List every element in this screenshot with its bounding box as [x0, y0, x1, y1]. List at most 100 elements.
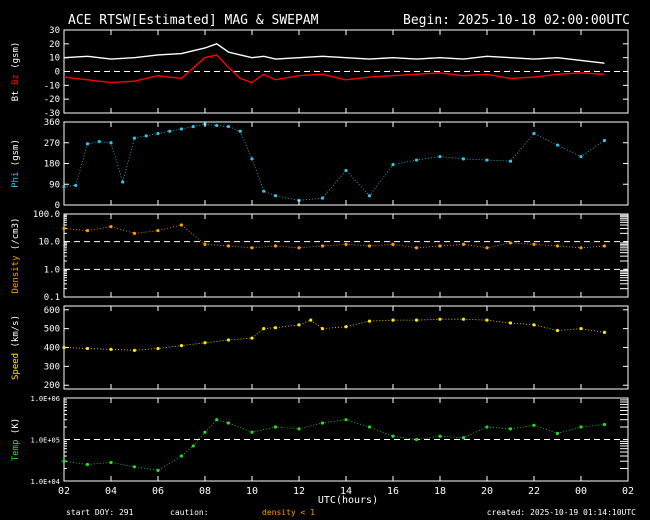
data-point [297, 323, 301, 327]
data-point [226, 125, 231, 129]
y-tick-label: 400 [44, 344, 60, 354]
data-point [579, 327, 583, 331]
y-tick-label: 20 [49, 40, 60, 50]
y-label-part: (km/s) [11, 315, 21, 353]
data-point [215, 123, 219, 128]
x-tick-label: 02 [58, 486, 70, 497]
data-point [414, 318, 419, 322]
series-bz-line [63, 54, 605, 84]
y-tick-label: 30 [49, 26, 60, 36]
data-point [367, 319, 372, 323]
data-point [414, 437, 419, 442]
y-axis-label: Temp (K) [11, 418, 21, 461]
data-point [485, 158, 489, 162]
series-trace [63, 123, 605, 201]
data-point [262, 189, 266, 193]
y-label-part: Phi [11, 172, 21, 188]
data-point [179, 223, 184, 227]
data-point [461, 157, 466, 161]
y-label-part: Density [11, 255, 21, 294]
data-point [297, 246, 301, 250]
data-point [156, 131, 160, 136]
y-tick-label: 360 [44, 118, 60, 128]
caution-label: caution: [170, 508, 209, 517]
chart-title: ACE RTSW[Estimated] MAG & SWEPAM [68, 13, 319, 28]
data-point [508, 427, 513, 431]
series-trace [63, 318, 605, 351]
x-tick-label: 18 [434, 486, 446, 497]
data-point [226, 244, 231, 248]
data-point [262, 327, 266, 331]
y-tick-label: -20 [44, 95, 60, 105]
data-point [344, 325, 348, 329]
y-label-part: (gsm) [11, 139, 21, 172]
x-tick-label: 10 [246, 486, 258, 497]
y-label-part: Bz [11, 74, 21, 90]
panels: 30 20 10 0 -10 -20 -30 Bt Bz (gsm) 360 270 180 90 0 P… [11, 26, 629, 486]
x-tick-label: 16 [387, 486, 399, 497]
data-point [179, 454, 184, 458]
panel-speed: 600 500 400 300 200 Speed (km/s) [11, 305, 629, 391]
created-time: created: 2025-10-19 01:14:10UTC [487, 508, 636, 517]
data-point [85, 462, 90, 467]
data-point [156, 346, 160, 351]
y-label-part: Speed [11, 353, 21, 380]
data-point [579, 246, 583, 250]
y-tick-label: 10.0 [38, 238, 60, 248]
data-point [273, 194, 278, 198]
data-point [461, 242, 466, 246]
data-point [391, 434, 395, 438]
data-point [250, 336, 254, 340]
data-point [85, 229, 90, 233]
data-point [414, 246, 419, 250]
data-point [109, 460, 113, 465]
caution-note: density < 1 [262, 508, 315, 517]
data-point [391, 318, 395, 322]
data-point [179, 127, 184, 131]
y-tick-label: 10 [49, 54, 60, 64]
x-tick-label: 08 [199, 486, 211, 497]
data-point [485, 246, 489, 250]
y-tick-label: 1.0E+05 [30, 437, 60, 445]
data-point [156, 229, 160, 233]
y-axis-label: Density (/cm3) [11, 218, 21, 294]
data-point [85, 346, 90, 351]
data-point [168, 129, 172, 133]
x-axis-label: UTC(hours) [318, 495, 378, 506]
y-label-part: (K) [11, 418, 21, 440]
y-axis-label: Speed (km/s) [11, 315, 21, 380]
y-tick-label: 100.0 [33, 210, 60, 220]
data-point [438, 434, 442, 438]
y-label-part: (/cm3) [11, 218, 21, 256]
data-point [132, 136, 137, 140]
data-point [132, 348, 137, 352]
panel-frame [63, 213, 629, 298]
y-tick-label: 0.1 [44, 293, 60, 303]
data-point [555, 143, 560, 147]
y-label-part: (gsm) [11, 42, 21, 75]
data-point [532, 323, 536, 327]
data-point [320, 196, 325, 200]
y-tick-label: 500 [44, 325, 60, 335]
data-point [191, 125, 195, 129]
y-tick-label: 200 [44, 381, 60, 391]
data-point [602, 244, 607, 248]
data-point [273, 326, 278, 330]
y-tick-label: 1.0E+04 [30, 478, 60, 486]
data-point [532, 423, 536, 427]
y-tick-label: 300 [44, 362, 60, 372]
data-point [144, 134, 148, 138]
data-point [309, 318, 313, 322]
data-point [508, 241, 513, 245]
x-tick-label: 06 [152, 486, 164, 497]
x-tick-label: 22 [528, 486, 540, 497]
data-point [602, 330, 607, 335]
y-tick-label: 1.0 [44, 265, 60, 275]
y-axis-label: Phi (gsm) [11, 139, 21, 188]
y-tick-label: 600 [44, 306, 60, 316]
y-tick-label: -10 [44, 81, 60, 91]
x-tick-label: 02 [622, 486, 634, 497]
panel-mag: 30 20 10 0 -10 -20 -30 Bt Bz (gsm) [11, 26, 629, 119]
y-tick-label: 1.0E+06 [30, 395, 60, 403]
